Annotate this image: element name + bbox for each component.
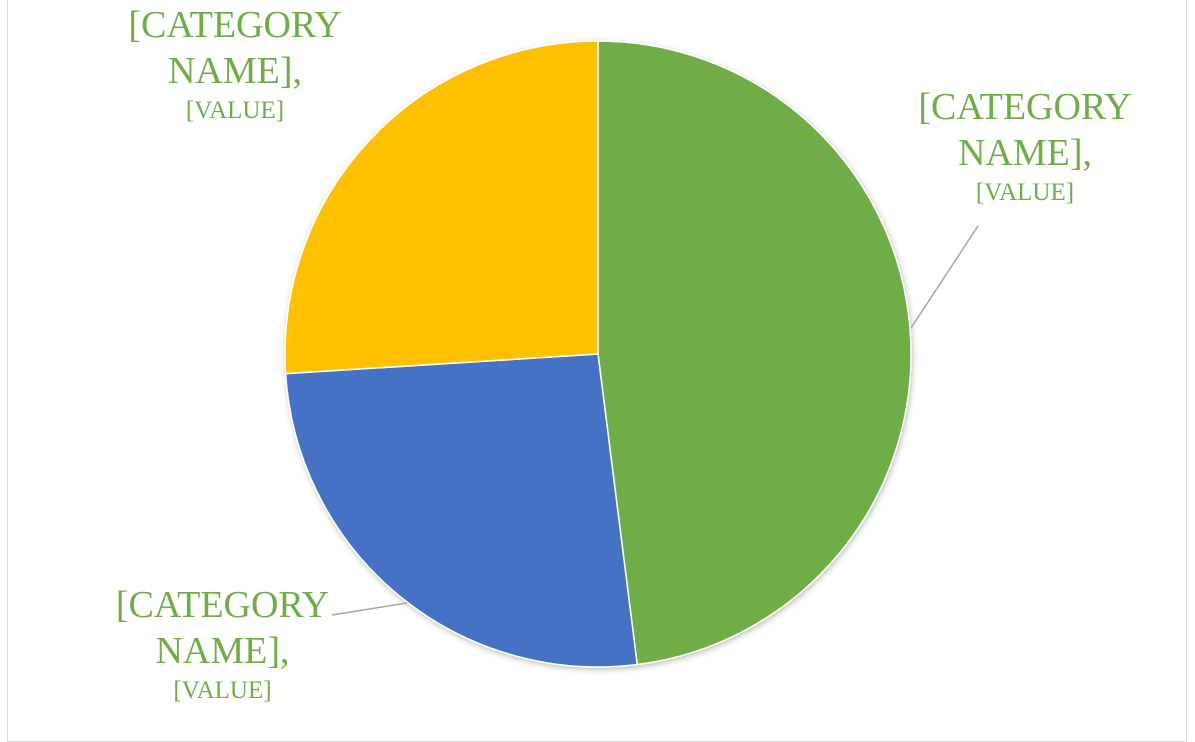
category-name: NAME], (167, 49, 303, 92)
value-label: [VALUE] (975, 179, 1075, 207)
data-label-bottom-left: [CATEGORY NAME], [VALUE] (110, 584, 335, 706)
category-name: [CATEGORY (918, 86, 1132, 128)
leader-line-right (910, 225, 979, 329)
category-name: NAME], (957, 131, 1093, 174)
category-name: NAME], (155, 629, 290, 672)
category-name: [CATEGORY (128, 4, 342, 46)
category-name: [CATEGORY (115, 584, 330, 626)
value-label: [VALUE] (173, 677, 272, 705)
pie-slice-1 (597, 40, 912, 666)
pie-slice-2 (284, 353, 639, 668)
value-label: [VALUE] (185, 97, 285, 125)
data-label-top-left: [CATEGORY NAME], [VALUE] (124, 4, 346, 126)
data-label-right: [CATEGORY NAME], [VALUE] (915, 86, 1135, 208)
pie-slice-3 (284, 40, 599, 375)
leader-line-bottom-left (331, 602, 408, 616)
